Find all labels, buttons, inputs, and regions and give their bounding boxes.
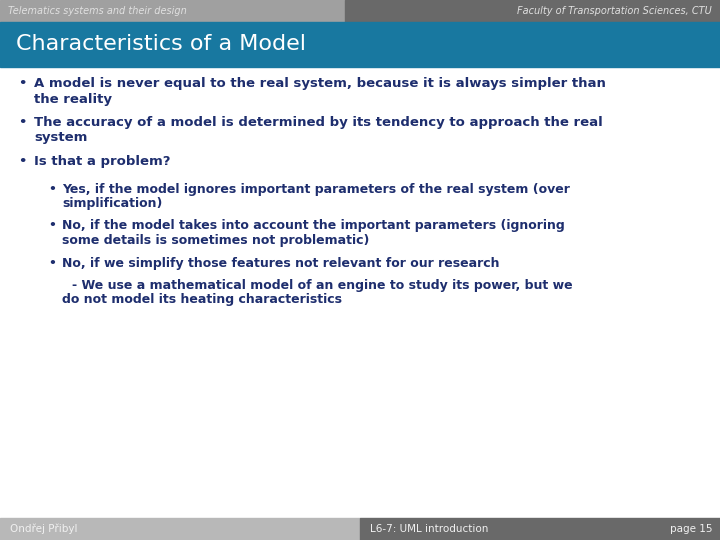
Text: some details is sometimes not problematic): some details is sometimes not problemati… <box>62 234 369 247</box>
Text: •: • <box>18 155 27 168</box>
Text: Is that a problem?: Is that a problem? <box>34 155 171 168</box>
Text: •: • <box>18 77 27 90</box>
Bar <box>0 518 360 540</box>
Text: Telematics systems and their design: Telematics systems and their design <box>8 6 186 16</box>
Text: No, if we simplify those features not relevant for our research: No, if we simplify those features not re… <box>62 256 500 269</box>
Bar <box>360 518 720 540</box>
Text: - We use a mathematical model of an engine to study its power, but we: - We use a mathematical model of an engi… <box>72 279 572 292</box>
Text: page 15: page 15 <box>670 524 712 534</box>
Bar <box>0 22 720 67</box>
Text: Faculty of Transportation Sciences, CTU: Faculty of Transportation Sciences, CTU <box>517 6 712 16</box>
Text: No, if the model takes into account the important parameters (ignoring: No, if the model takes into account the … <box>62 219 564 233</box>
Text: •: • <box>18 116 27 129</box>
Text: do not model its heating characteristics: do not model its heating characteristics <box>62 294 342 307</box>
Text: system: system <box>34 132 87 145</box>
Text: •: • <box>48 256 56 269</box>
Text: L6-7: UML introduction: L6-7: UML introduction <box>370 524 488 534</box>
Text: •: • <box>48 219 56 233</box>
Text: the reality: the reality <box>34 92 112 105</box>
Bar <box>345 0 720 22</box>
Text: A model is never equal to the real system, because it is always simpler than: A model is never equal to the real syste… <box>34 77 606 90</box>
Text: simplification): simplification) <box>62 197 163 210</box>
Bar <box>0 0 345 22</box>
Text: Characteristics of a Model: Characteristics of a Model <box>16 35 306 55</box>
Text: The accuracy of a model is determined by its tendency to approach the real: The accuracy of a model is determined by… <box>34 116 603 129</box>
Text: •: • <box>48 183 56 195</box>
Text: Yes, if the model ignores important parameters of the real system (over: Yes, if the model ignores important para… <box>62 183 570 195</box>
Text: Ondřej Přibyl: Ondřej Přibyl <box>10 524 78 534</box>
